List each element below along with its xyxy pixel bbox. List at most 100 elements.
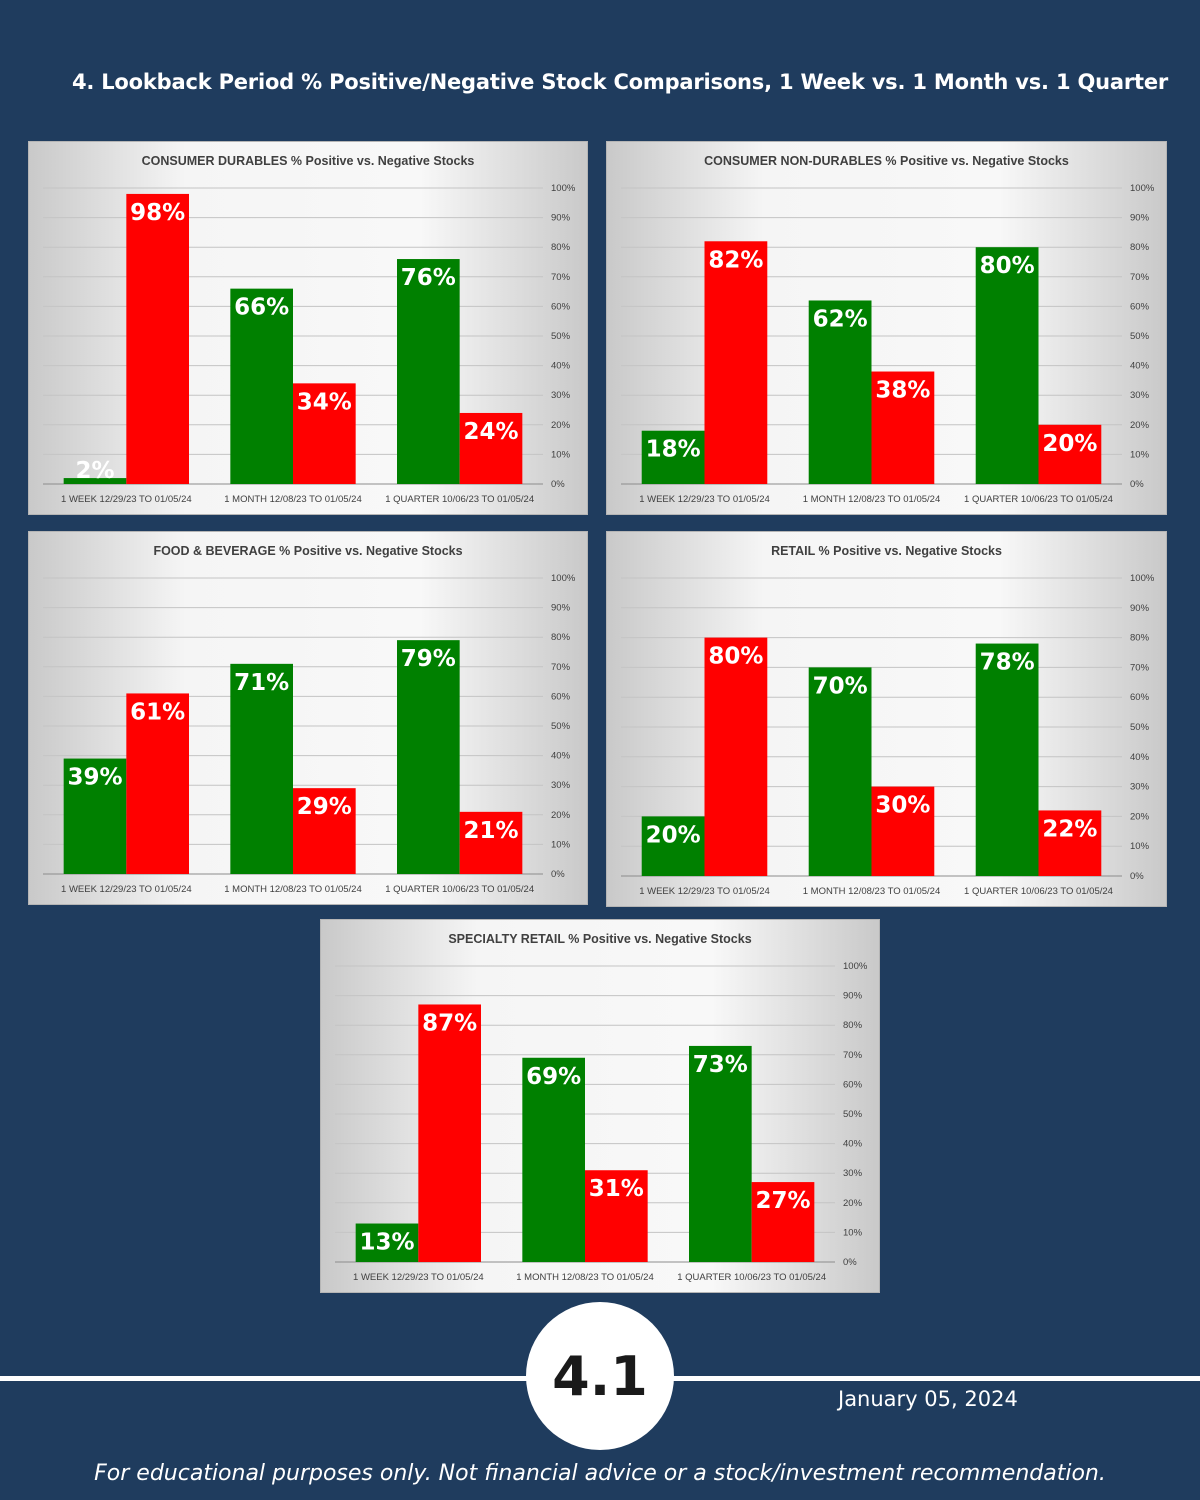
bar — [418, 1004, 481, 1262]
bar — [230, 288, 293, 484]
data-label: 20% — [646, 822, 701, 848]
chart-title: CONSUMER NON-DURABLES % Positive vs. Neg… — [704, 154, 1069, 168]
y-tick-label: 30% — [551, 390, 571, 401]
y-tick-label: 30% — [1130, 782, 1150, 793]
x-tick-label: 1 QUARTER 10/06/23 TO 01/05/24 — [964, 886, 1113, 897]
chart-svg: 0% 10% 20% 30% 40% 50% 60% 70% 80% 90% 100% 2% 98% 1 … — [43, 183, 576, 505]
chart-retail: 0% 10% 20% 30% 40% 50% 60% 70% 80% 90% 100% 20% 80% 1… — [606, 531, 1167, 907]
y-tick-label: 60% — [1130, 301, 1150, 312]
y-tick-label: 10% — [551, 449, 571, 460]
bar — [397, 259, 460, 484]
x-tick-label: 1 MONTH 12/08/23 TO 01/05/24 — [803, 886, 940, 897]
y-tick-label: 0% — [843, 1257, 857, 1268]
bar — [293, 383, 356, 484]
data-label: 29% — [297, 794, 352, 820]
y-tick-label: 40% — [551, 751, 571, 762]
y-tick-label: 70% — [1130, 662, 1150, 673]
y-tick-label: 70% — [843, 1050, 863, 1061]
y-tick-label: 60% — [843, 1079, 863, 1090]
disclaimer: For educational purposes only. Not finan… — [94, 1461, 1106, 1486]
chart-consumer-durables: 0% 10% 20% 30% 40% 50% 60% 70% 80% 90% 100% 2% 98% 1 … — [28, 141, 588, 515]
y-tick-label: 20% — [843, 1198, 863, 1209]
y-tick-label: 30% — [843, 1168, 863, 1179]
chart-food-beverage: 0% 10% 20% 30% 40% 50% 60% 70% 80% 90% 100% 39% 61% 1… — [28, 531, 588, 905]
bar — [1038, 810, 1102, 876]
y-tick-label: 50% — [551, 331, 571, 342]
chart-svg: 0% 10% 20% 30% 40% 50% 60% 70% 80% 90% 100% 39% 61% 1… — [43, 573, 576, 895]
y-tick-label: 90% — [551, 603, 571, 614]
data-label: 66% — [234, 295, 289, 321]
y-tick-label: 100% — [843, 961, 868, 972]
data-label: 69% — [526, 1064, 581, 1090]
y-tick-label: 90% — [1130, 603, 1150, 614]
x-tick-label: 1 MONTH 12/08/23 TO 01/05/24 — [224, 884, 361, 895]
y-tick-label: 80% — [551, 632, 571, 643]
bar — [522, 1057, 585, 1262]
chart-consumer-non-durables: 0% 10% 20% 30% 40% 50% 60% 70% 80% 90% 100% 18% 82% 1… — [606, 141, 1167, 515]
y-tick-label: 60% — [551, 691, 571, 702]
y-tick-label: 50% — [843, 1109, 863, 1120]
bar — [808, 667, 872, 876]
x-tick-label: 1 MONTH 12/08/23 TO 01/05/24 — [224, 494, 361, 505]
bar — [63, 478, 127, 484]
bar — [585, 1170, 648, 1262]
bar — [975, 643, 1039, 876]
y-tick-label: 70% — [551, 662, 571, 673]
y-tick-label: 40% — [1130, 361, 1150, 372]
data-label: 98% — [130, 200, 185, 226]
x-tick-label: 1 QUARTER 10/06/23 TO 01/05/24 — [677, 1272, 826, 1283]
bar — [641, 430, 705, 484]
data-label: 24% — [463, 419, 518, 445]
data-label: 80% — [980, 253, 1035, 279]
y-tick-label: 20% — [1130, 811, 1150, 822]
data-label: 76% — [401, 265, 456, 291]
chart-title: RETAIL % Positive vs. Negative Stocks — [771, 544, 1002, 558]
y-tick-label: 30% — [551, 780, 571, 791]
bar — [704, 241, 768, 484]
y-tick-label: 80% — [1130, 242, 1150, 253]
data-label: 87% — [422, 1010, 477, 1036]
y-tick-label: 90% — [843, 991, 863, 1002]
bar — [459, 811, 523, 874]
x-tick-label: 1 WEEK 12/29/23 TO 01/05/24 — [353, 1272, 484, 1283]
bar — [355, 1223, 419, 1262]
y-tick-label: 50% — [551, 721, 571, 732]
report-date: January 05, 2024 — [838, 1387, 1018, 1411]
x-tick-label: 1 MONTH 12/08/23 TO 01/05/24 — [516, 1272, 653, 1283]
data-label: 71% — [234, 670, 289, 696]
x-tick-label: 1 MONTH 12/08/23 TO 01/05/24 — [803, 494, 940, 505]
bar — [704, 637, 768, 876]
bar — [397, 640, 460, 874]
y-tick-label: 70% — [1130, 272, 1150, 283]
y-tick-label: 90% — [551, 213, 571, 224]
data-label: 62% — [813, 306, 868, 332]
y-tick-label: 80% — [1130, 633, 1150, 644]
y-tick-label: 80% — [551, 242, 571, 253]
data-label: 21% — [463, 818, 518, 844]
data-label: 30% — [875, 793, 930, 819]
y-tick-label: 0% — [551, 869, 565, 880]
data-label: 27% — [755, 1188, 810, 1214]
bar — [689, 1045, 752, 1262]
bar — [63, 758, 127, 874]
y-tick-label: 90% — [1130, 213, 1150, 224]
y-tick-label: 40% — [1130, 752, 1150, 763]
chart-svg: 0% 10% 20% 30% 40% 50% 60% 70% 80% 90% 100% 20% 80% 1… — [621, 573, 1155, 897]
chart-svg: 0% 10% 20% 30% 40% 50% 60% 70% 80% 90% 100% 18% 82% 1… — [621, 183, 1155, 505]
data-label: 82% — [708, 247, 763, 273]
data-label: 22% — [1042, 816, 1097, 842]
data-label: 79% — [401, 646, 456, 672]
bar — [293, 788, 356, 874]
y-tick-label: 60% — [551, 301, 571, 312]
y-tick-label: 20% — [551, 810, 571, 821]
data-label: 80% — [708, 644, 763, 670]
y-tick-label: 0% — [551, 479, 565, 490]
y-tick-label: 40% — [551, 361, 571, 372]
bar — [975, 247, 1039, 484]
data-label: 13% — [359, 1230, 414, 1256]
y-tick-label: 10% — [551, 839, 571, 850]
y-tick-label: 50% — [1130, 722, 1150, 733]
y-tick-label: 40% — [843, 1139, 863, 1150]
x-tick-label: 1 QUARTER 10/06/23 TO 01/05/24 — [964, 494, 1113, 505]
chart-svg: 0% 10% 20% 30% 40% 50% 60% 70% 80% 90% 100% 13% 87% 1… — [335, 961, 868, 1283]
